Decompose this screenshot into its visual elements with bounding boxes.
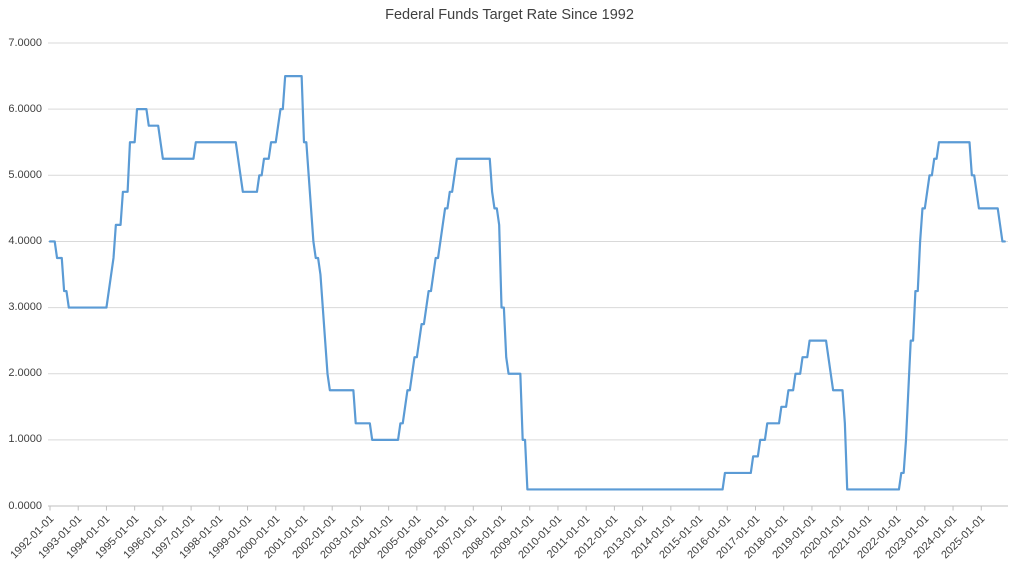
chart-title: Federal Funds Target Rate Since 1992 [385, 7, 634, 23]
rate-line [48, 74, 1006, 491]
y-axis-label: 0.0000 [8, 499, 42, 512]
y-axis-label: 1.0000 [8, 433, 42, 446]
y-axis-label: 6.0000 [8, 102, 42, 115]
y-axis-label: 4.0000 [8, 234, 42, 247]
y-axis-label: 5.0000 [8, 168, 42, 181]
y-axis-label: 3.0000 [8, 301, 42, 314]
y-axis-label: 7.0000 [8, 36, 42, 49]
y-axis-label: 2.0000 [8, 367, 42, 380]
